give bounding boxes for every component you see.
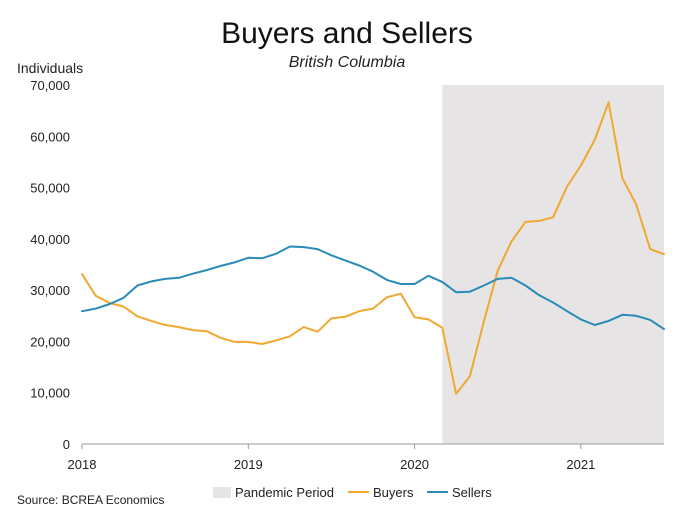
x-tick-label: 2020 [400, 457, 429, 472]
y-tick-label: 10,000 [30, 386, 70, 401]
y-tick-label: 70,000 [30, 78, 70, 93]
x-axis-ticks: 2018 2019 2020 2021 [68, 444, 595, 472]
series-lines [81, 101, 665, 395]
y-tick-label: 30,000 [30, 283, 70, 298]
legend-swatch-pandemic-period [213, 487, 231, 498]
pandemic-period-region [442, 85, 664, 444]
y-axis-ticks: 0 10,000 20,000 30,000 40,000 50,000 60,000 70,… [30, 78, 70, 452]
y-axis-label: Individuals [17, 60, 83, 76]
legend: Pandemic Period Buyers Sellers [213, 485, 492, 500]
legend-label-pandemic-period: Pandemic Period [235, 485, 334, 500]
pandemic-period-shade [442, 85, 664, 444]
series-line-buyers [81, 101, 665, 395]
source-note: Source: BCREA Economics [17, 493, 164, 507]
legend-label-buyers: Buyers [373, 485, 414, 500]
y-tick-label: 0 [63, 437, 70, 452]
x-tick-label: 2019 [234, 457, 263, 472]
chart-title: Buyers and Sellers [221, 17, 473, 50]
y-tick-label: 50,000 [30, 181, 70, 196]
y-tick-label: 40,000 [30, 232, 70, 247]
x-tick-label: 2018 [68, 457, 97, 472]
chart-subtitle: British Columbia [289, 54, 406, 71]
y-tick-label: 20,000 [30, 334, 70, 349]
y-tick-label: 60,000 [30, 129, 70, 144]
x-tick-label: 2021 [566, 457, 595, 472]
legend-label-sellers: Sellers [452, 485, 492, 500]
series-line-sellers [81, 245, 665, 331]
